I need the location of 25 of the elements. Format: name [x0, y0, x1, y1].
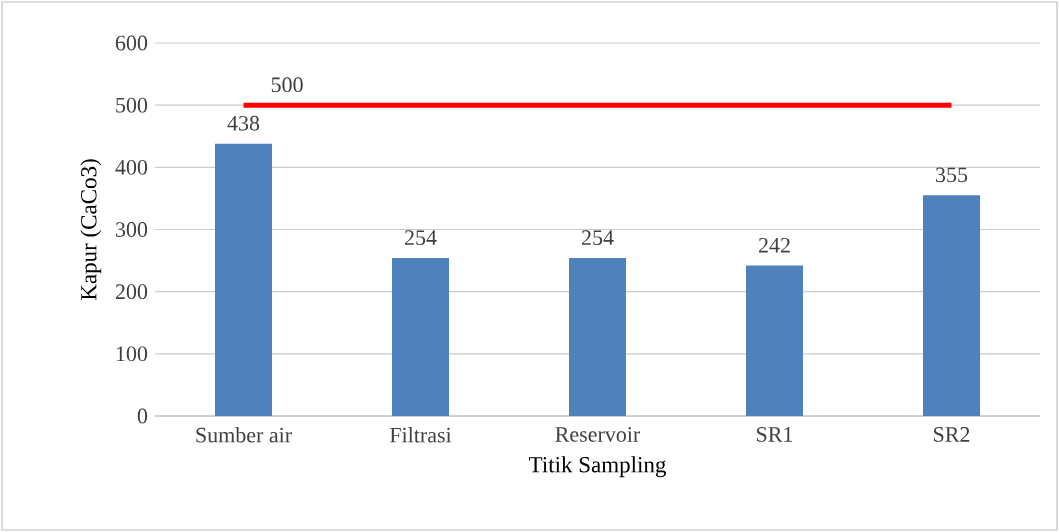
bar [746, 265, 803, 416]
x-tick-label: Sumber air [196, 427, 292, 443]
x-tick-label: SR1 [757, 427, 793, 442]
bar [569, 258, 626, 416]
x-axis-title: Titik Sampling [528, 456, 666, 478]
y-tick-label: 600 [115, 35, 148, 51]
y-tick-label: 200 [115, 284, 148, 300]
data-label: 355 [936, 167, 968, 183]
x-tick-label: Reservoir [555, 427, 641, 442]
x-tick-label: Filtrasi [389, 427, 452, 443]
y-tick-label: 400 [115, 159, 148, 175]
y-tick-label: 500 [116, 97, 148, 113]
bar [392, 258, 449, 416]
bar [923, 195, 980, 416]
y-tick-label: 300 [116, 222, 148, 237]
bar [215, 143, 273, 416]
y-tick-label: 0 [137, 408, 148, 424]
data-label: 242 [758, 237, 790, 253]
x-tick-label: SR2 [934, 427, 970, 442]
data-label: 500 [271, 77, 303, 93]
data-label: 254 [404, 230, 437, 246]
y-axis-title: Kapur (CaCo3) [80, 159, 102, 301]
data-label: 254 [581, 230, 614, 246]
y-tick-label: 100 [116, 346, 148, 362]
data-label: 438 [227, 115, 260, 131]
